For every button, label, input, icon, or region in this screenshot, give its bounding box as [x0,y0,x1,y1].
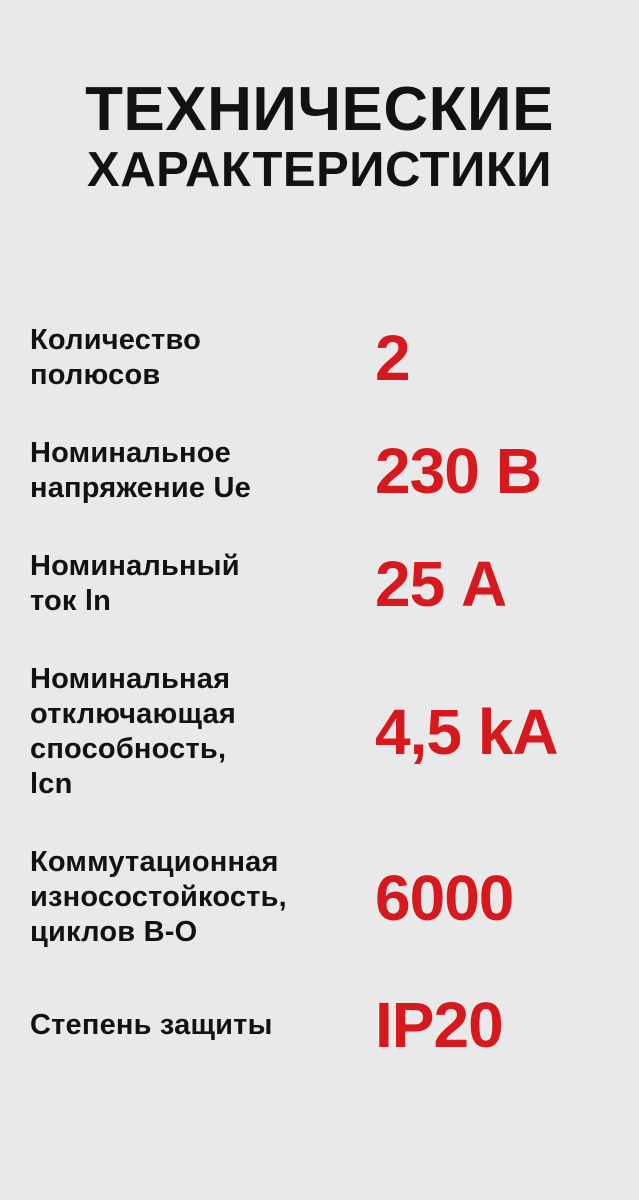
spec-value: 230 В [375,435,542,507]
spec-label: Степень защиты [30,1008,273,1041]
spec-row: Номинальный ток ln 25 А [30,549,619,619]
spec-row: Степень защиты IP20 [30,993,619,1057]
page-title: ТЕХНИЧЕСКИЕ ХАРАКТЕРИСТИКИ [0,0,639,195]
spec-row: Номинальное напряжение Ue 230 В [30,436,619,506]
spec-value: 2 [375,322,411,394]
spec-value: 4,5 kA [375,696,559,768]
page-title-line2: ХАРАКТЕРИСТИКИ [87,143,552,197]
spec-label: Номинальный ток ln [30,550,240,617]
page-title-line1: ТЕХНИЧЕСКИЕ [85,75,554,144]
spec-value: 6000 [375,861,514,934]
spec-row: Количество полюсов 2 [30,323,619,393]
spec-value: IP20 [375,989,504,1061]
spec-label: Коммутационная износостойкость, циклов В… [30,846,287,948]
spec-label: Номинальное напряжение Ue [30,437,251,504]
spec-list: Количество полюсов 2 Номинальное напряжени… [0,323,639,1057]
spec-row: Коммутационная износостойкость, циклов В… [30,845,619,950]
spec-label: Номинальная отключающая способность, lcn [30,663,236,800]
spec-value: 25 А [375,548,507,620]
spec-label: Количество полюсов [30,324,202,391]
spec-row: Номинальная отключающая способность, lcn… [30,662,619,802]
